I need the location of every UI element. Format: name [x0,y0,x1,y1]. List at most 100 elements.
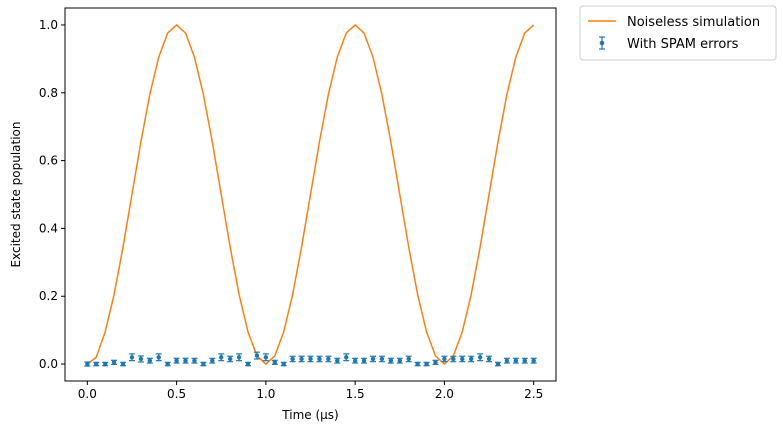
x-tick-label: 2.5 [524,387,543,401]
data-marker [468,356,474,362]
spam-data-point [441,355,448,363]
data-marker [406,356,411,362]
data-marker [460,356,465,362]
data-marker [201,361,206,367]
series-with-spam-errors [84,351,537,367]
data-marker [379,356,385,362]
spam-data-point [280,361,287,367]
data-marker [344,355,349,360]
data-marker [129,355,135,360]
spam-data-point [486,355,493,363]
x-tick-label: 2.0 [435,387,454,401]
spam-data-point [84,361,91,367]
data-marker [317,356,322,362]
data-marker [486,356,492,362]
spam-data-point [128,353,135,362]
spam-data-point [512,357,519,364]
data-marker [245,361,251,367]
data-marker [299,356,304,362]
spam-data-point [325,355,332,363]
spam-data-point [405,355,412,363]
y-tick-label: 0.4 [39,221,58,235]
spam-data-point [396,357,403,364]
data-marker [183,358,188,363]
spam-data-point [494,361,501,367]
data-marker [85,361,90,367]
data-marker [397,358,402,363]
spam-data-point [423,361,430,367]
data-marker [326,356,331,362]
data-marker [281,361,286,367]
y-axis-label: Excited state population [9,122,23,268]
spam-data-point [521,357,528,364]
spam-data-point [316,355,323,363]
spam-data-point [468,355,475,363]
data-marker [272,360,277,365]
data-marker [352,358,358,363]
data-marker [147,358,153,363]
spam-data-point [369,355,376,363]
data-marker [290,356,295,362]
data-marker [236,355,242,360]
x-axis-label: Time (μs) [281,408,338,422]
spam-data-point [111,359,118,365]
spam-data-point [450,355,457,363]
spam-data-point [307,355,314,363]
spam-data-point [102,361,109,367]
spam-data-point [530,357,537,364]
spam-data-point [209,357,216,364]
data-marker [111,360,117,365]
data-marker [165,361,170,367]
spam-data-point [477,353,484,362]
spam-data-point [120,361,127,367]
spam-data-point [343,353,350,362]
spam-data-point [387,357,394,364]
data-marker [254,353,260,358]
data-marker [370,356,376,362]
spam-data-point [298,355,305,363]
data-marker [424,361,429,367]
data-marker [192,358,197,363]
x-tick-label: 1.5 [346,387,365,401]
data-marker [477,355,483,360]
data-marker [361,358,367,363]
spam-data-point [191,357,198,364]
data-marker [219,355,224,360]
spam-data-point [173,357,180,364]
spam-data-point [262,353,269,362]
spam-data-point [200,361,207,367]
spam-data-point [289,355,296,363]
spam-data-point [146,357,153,364]
data-marker [335,358,340,363]
spam-data-point [361,357,368,364]
data-marker [415,361,420,367]
x-tick-label: 1.0 [256,387,275,401]
y-axis: 0.0 0.2 0.4 0.6 0.8 1.0 [39,18,65,371]
data-marker [442,356,447,362]
spam-data-point [352,357,359,364]
data-marker [156,355,161,360]
spam-data-point [236,353,243,362]
spam-data-point [459,355,466,363]
data-marker [174,358,179,363]
x-axis: 0.0 0.5 1.0 1.5 2.0 2.5 [78,381,543,401]
noiseless-simulation-line [86,24,535,365]
legend-swatch-with-spam-errors [599,36,605,50]
data-marker [102,361,108,367]
spam-data-point [182,357,189,364]
y-tick-label: 0.2 [39,289,58,303]
spam-data-point [245,361,252,367]
data-marker [388,358,394,363]
spam-data-point [93,361,100,367]
spam-data-point [414,361,421,367]
data-marker [263,355,269,360]
x-tick-label: 0.5 [167,387,186,401]
data-marker [433,360,438,365]
data-marker [227,356,233,362]
plot-area-frame [64,7,557,382]
data-marker [531,358,536,363]
legend: Noiseless simulation With SPAM errors [579,5,777,61]
data-marker [522,358,527,363]
spam-data-point [334,357,341,364]
